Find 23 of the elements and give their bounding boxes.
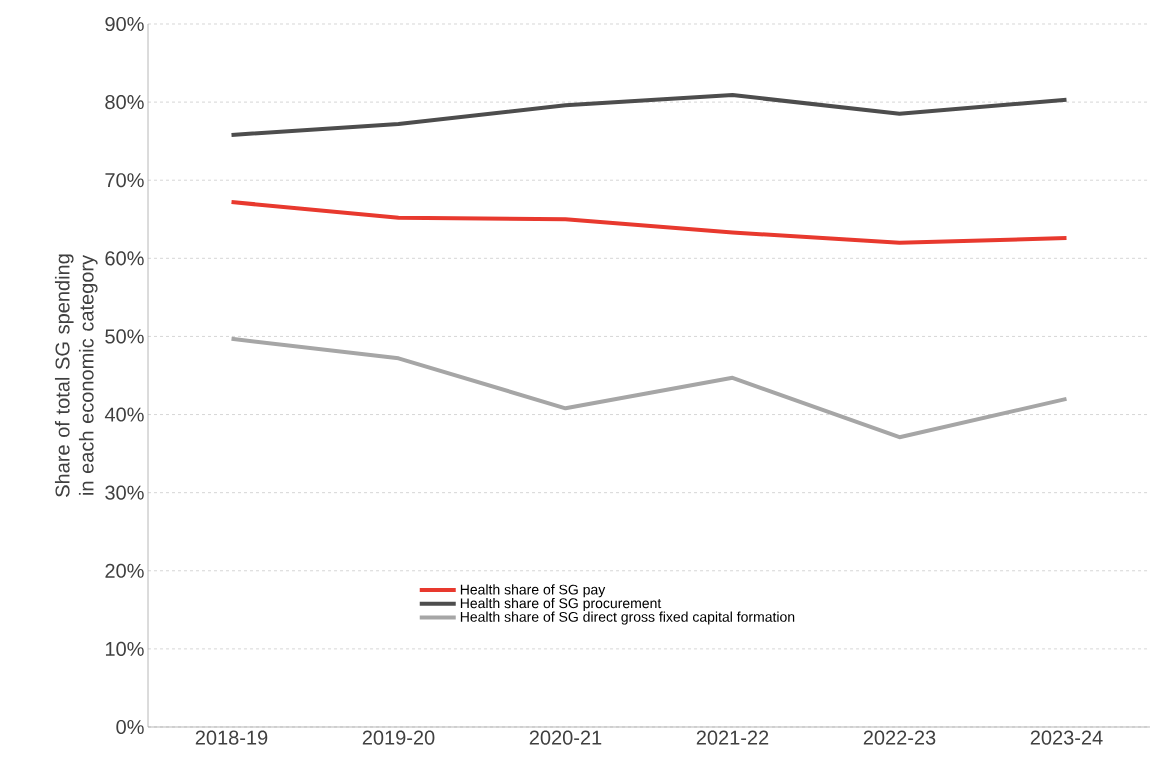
legend-label: Health share of SG pay <box>460 584 606 598</box>
y-tick-label: 20% <box>105 563 144 578</box>
x-tick-label: 2020-21 <box>529 730 602 745</box>
line-series <box>229 200 1069 245</box>
x-tick-label: 2021-22 <box>696 730 769 745</box>
y-tick-label: 30% <box>105 485 144 500</box>
legend-label: Health share of SG direct gross fixed capital formation <box>460 611 795 625</box>
legend-label: Health share of SG procurement <box>460 597 662 611</box>
y-tick-label: 50% <box>105 329 144 344</box>
y-tick-label: 40% <box>104 407 144 422</box>
y-tick-label: 80% <box>105 95 144 110</box>
y-axis-title: Share of total SG spending in each economic category <box>54 254 98 497</box>
y-tick-label: 60% <box>105 251 144 266</box>
y-tick-label: 0% <box>116 719 144 735</box>
line-series <box>229 93 1069 137</box>
x-tick-label: 2022-23 <box>863 730 936 745</box>
y-tick-label: 90% <box>105 16 144 32</box>
x-tick-label: 2019-20 <box>362 730 435 745</box>
y-tick-label: 10% <box>105 641 144 656</box>
x-tick-label: 2023-24 <box>1030 730 1103 745</box>
x-tick-label: 2018-19 <box>195 730 268 745</box>
y-tick-label: 70% <box>105 173 144 188</box>
line-series <box>229 336 1069 440</box>
